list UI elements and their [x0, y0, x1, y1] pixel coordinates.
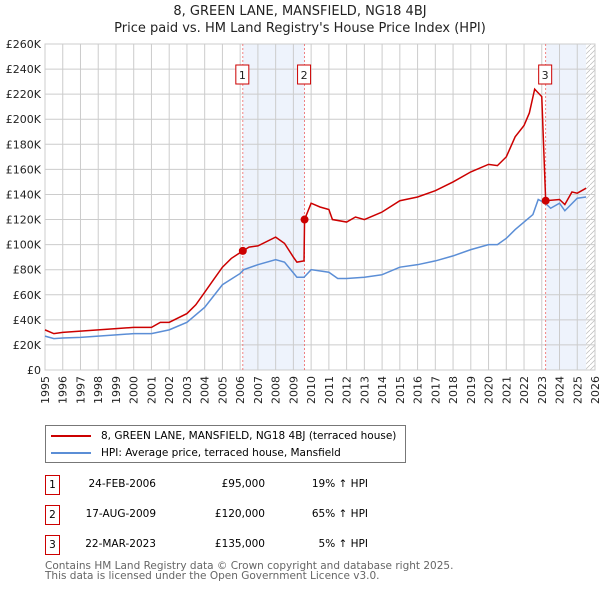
transaction-row: 1 24-FEB-2006 £95,000 19% ↑ HPI — [45, 475, 385, 495]
y-tick-label: £160K — [6, 163, 42, 176]
legend-swatch-property — [51, 435, 91, 437]
sale-point — [238, 246, 247, 255]
x-tick-label: 2026 — [589, 376, 600, 404]
transaction-price: £95,000 — [221, 478, 265, 490]
y-tick-label: £180K — [6, 138, 42, 151]
y-tick-label: £240K — [6, 63, 42, 76]
chart-subtitle: Price paid vs. HM Land Registry's House … — [114, 21, 486, 36]
x-tick-label: 1998 — [92, 376, 105, 404]
legend: 8, GREEN LANE, MANSFIELD, NG18 4BJ (terr… — [45, 425, 406, 463]
y-tick-label: £40K — [13, 314, 42, 327]
x-tick-label: 2021 — [500, 376, 513, 404]
legend-swatch-hpi — [51, 452, 91, 454]
transaction-date: 17-AUG-2009 — [85, 508, 156, 520]
transaction-number: 2 — [45, 505, 60, 525]
x-tick-label: 2014 — [376, 376, 389, 404]
transaction-hpi: 65% ↑ HPI — [311, 508, 368, 520]
x-tick-label: 2007 — [252, 376, 265, 404]
legend-label: 8, GREEN LANE, MANSFIELD, NG18 4BJ (terr… — [101, 430, 397, 442]
x-tick-label: 2022 — [518, 376, 531, 404]
x-tick-label: 2012 — [341, 376, 354, 404]
x-tick-label: 1996 — [57, 376, 70, 404]
sale-label-box — [235, 64, 250, 85]
footer-line1: Contains HM Land Registry data © Crown c… — [45, 560, 454, 572]
y-tick-label: £120K — [6, 214, 42, 227]
sale-point — [541, 196, 550, 205]
sale-label-box — [538, 64, 553, 85]
forecast-hatch — [586, 44, 595, 370]
price-chart: 1995 1996 1997 1998 1999 2000 2001 2002 2003 2004… — [6, 38, 600, 404]
legend-item-hpi: HPI: Average price, terraced house, Mans… — [51, 447, 341, 459]
sale-point — [300, 215, 309, 224]
property-price-line — [44, 87, 587, 335]
y-tick-label: £220K — [6, 88, 42, 101]
sale-label: 3 — [542, 69, 549, 82]
transaction-price: £135,000 — [214, 538, 265, 550]
transaction-row: 3 22-MAR-2023 £135,000 5% ↑ HPI — [45, 535, 385, 555]
x-tick-label: 2018 — [447, 376, 460, 404]
x-tick-label: 2004 — [199, 376, 212, 404]
y-tick-label: £140K — [6, 188, 42, 201]
plot-border — [44, 43, 596, 371]
transaction-date: 22-MAR-2023 — [85, 538, 156, 550]
y-tick-label: £60K — [13, 289, 42, 302]
x-tick-label: 2011 — [323, 376, 336, 404]
x-tick-label: 1997 — [74, 376, 87, 404]
x-tick-label: 2025 — [571, 376, 584, 404]
sale-label: 1 — [239, 69, 246, 82]
y-tick-label: £100K — [6, 239, 42, 252]
x-tick-label: 2020 — [483, 376, 496, 404]
x-tick-label: 2017 — [429, 376, 442, 404]
y-tick-label: £80K — [13, 264, 42, 277]
sale-label-box — [297, 64, 312, 85]
x-tick-label: 2002 — [163, 376, 176, 404]
y-tick-label: £0 — [27, 364, 41, 377]
x-tick-label: 2009 — [287, 376, 300, 404]
transaction-price: £120,000 — [214, 508, 265, 520]
y-tick-label: £200K — [6, 113, 42, 126]
legend-label: HPI: Average price, terraced house, Mans… — [101, 447, 341, 459]
shaded-range — [242, 44, 305, 370]
y-tick-label: £260K — [6, 38, 42, 51]
x-tick-label: 2010 — [305, 376, 318, 404]
transaction-number: 3 — [45, 535, 60, 555]
transaction-hpi: 5% ↑ HPI — [318, 538, 368, 550]
x-tick-label: 2013 — [358, 376, 371, 404]
transaction-number: 1 — [45, 475, 60, 495]
sale-label: 2 — [301, 69, 308, 82]
x-tick-label: 2008 — [270, 376, 283, 404]
x-tick-label: 2001 — [145, 376, 158, 404]
x-tick-label: 2024 — [554, 376, 567, 404]
x-tick-label: 2006 — [234, 376, 247, 404]
transaction-date: 24-FEB-2006 — [88, 478, 156, 490]
x-tick-label: 2015 — [394, 376, 407, 404]
x-tick-label: 2023 — [536, 376, 549, 404]
x-tick-label: 2003 — [181, 376, 194, 404]
legend-item-property: 8, GREEN LANE, MANSFIELD, NG18 4BJ (terr… — [51, 430, 396, 442]
transaction-hpi: 19% ↑ HPI — [311, 478, 368, 490]
footer-line2: This data is licensed under the Open Gov… — [45, 570, 380, 582]
transaction-row: 2 17-AUG-2009 £120,000 65% ↑ HPI — [45, 505, 385, 525]
chart-title: 8, GREEN LANE, MANSFIELD, NG18 4BJ — [173, 4, 427, 19]
x-tick-label: 1995 — [39, 376, 52, 404]
y-tick-label: £20K — [13, 339, 42, 352]
x-tick-label: 1999 — [110, 376, 123, 404]
footer: Contains HM Land Registry data © Crown c… — [45, 560, 454, 582]
x-tick-label: 2019 — [465, 376, 478, 404]
x-tick-label: 2005 — [216, 376, 229, 404]
hpi-line — [44, 196, 587, 340]
x-tick-label: 2000 — [128, 376, 141, 404]
x-tick-label: 2016 — [412, 376, 425, 404]
